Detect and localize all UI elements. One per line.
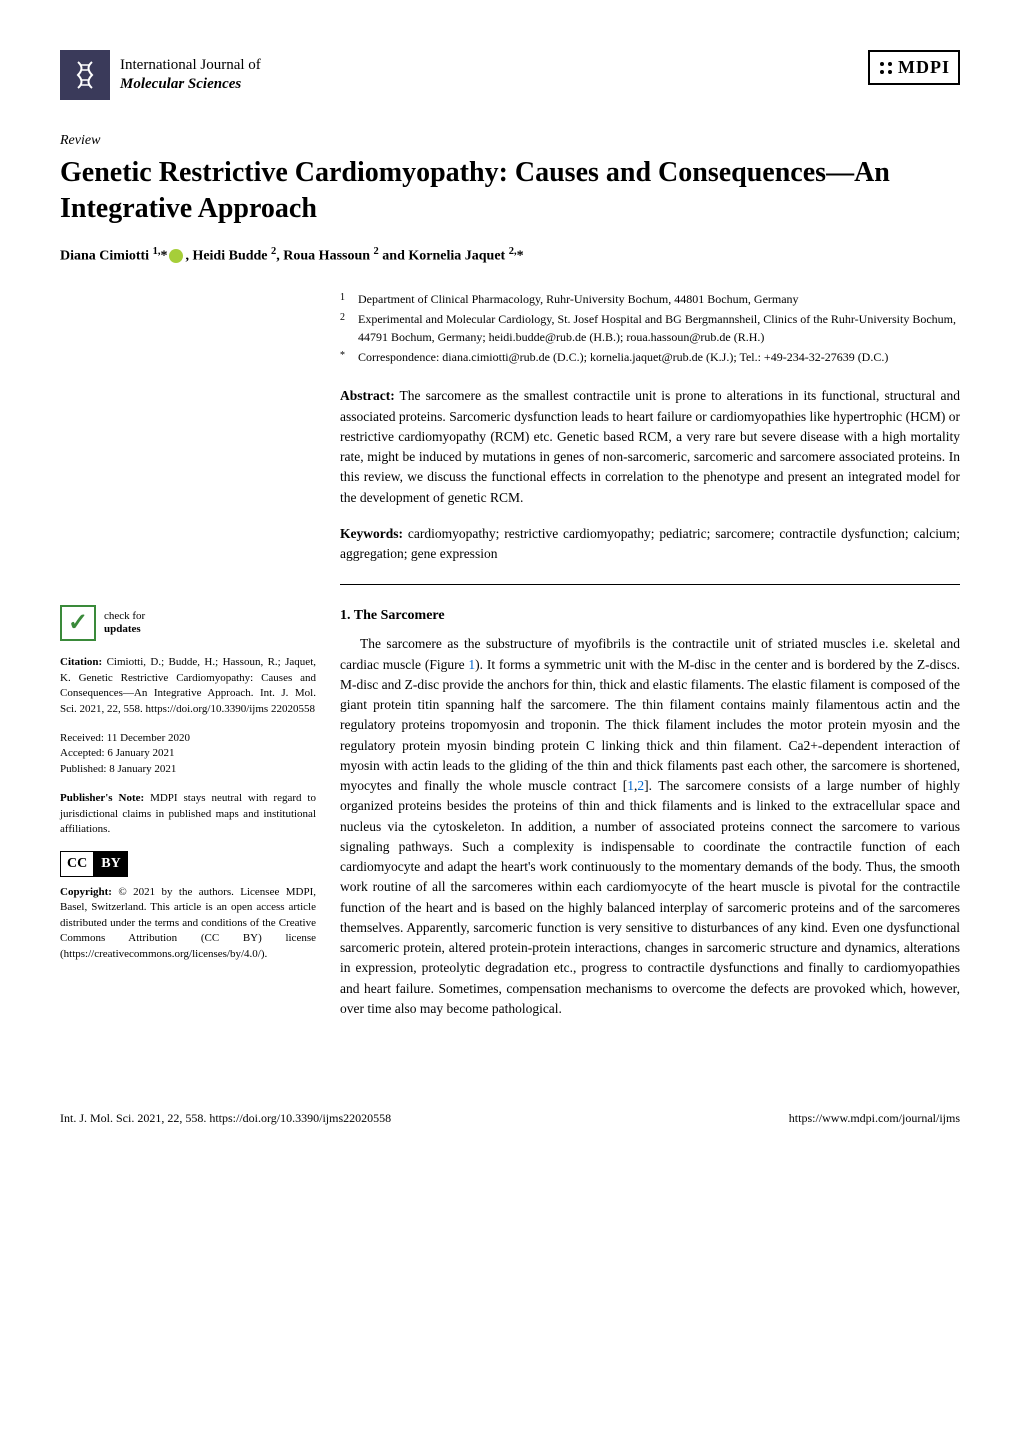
- abstract-text: The sarcomere as the smallest contractil…: [340, 388, 960, 504]
- check-line1: check for: [104, 610, 145, 623]
- abstract: Abstract: The sarcomere as the smallest …: [340, 386, 960, 508]
- published-date: Published: 8 January 2021: [60, 762, 316, 777]
- orcid-icon[interactable]: [169, 249, 183, 263]
- correspondence: * Correspondence: diana.cimiotti@rub.de …: [340, 348, 960, 366]
- check-for-updates[interactable]: ✓ check for updates: [60, 605, 316, 641]
- publisher-logo: MDPI: [868, 50, 960, 85]
- mdpi-icon: [878, 60, 894, 76]
- affil-num-1: 1: [340, 290, 350, 308]
- header: International Journal of Molecular Scien…: [60, 50, 960, 100]
- publishers-note: Publisher's Note: MDPI stays neutral wit…: [60, 791, 316, 837]
- cc-badge[interactable]: CC BY: [60, 851, 316, 877]
- received-date: Received: 11 December 2020: [60, 731, 316, 746]
- journal-name-line1: International Journal of: [120, 56, 261, 76]
- article-title: Genetic Restrictive Cardiomyopathy: Caus…: [60, 155, 960, 228]
- section-body: The sarcomere as the substructure of myo…: [340, 634, 960, 1019]
- copyright-label: Copyright:: [60, 886, 112, 898]
- main-content: 1. The Sarcomere The sarcomere as the su…: [340, 605, 960, 1019]
- dna-icon: [70, 60, 100, 90]
- keywords: Keywords: cardiomyopathy; restrictive ca…: [340, 524, 960, 565]
- pubnote-label: Publisher's Note:: [60, 792, 144, 804]
- journal-icon: [60, 50, 110, 100]
- article-type: Review: [60, 130, 960, 151]
- sidebar: ✓ check for updates Citation: Cimiotti, …: [60, 605, 316, 1019]
- affil-text-2: Experimental and Molecular Cardiology, S…: [358, 310, 960, 346]
- footer: Int. J. Mol. Sci. 2021, 22, 558. https:/…: [60, 1099, 960, 1127]
- citation-label: Citation:: [60, 656, 102, 668]
- affiliation-2: 2 Experimental and Molecular Cardiology,…: [340, 310, 960, 346]
- two-column-layout: ✓ check for updates Citation: Cimiotti, …: [60, 605, 960, 1019]
- affiliation-1: 1 Department of Clinical Pharmacology, R…: [340, 290, 960, 308]
- authors: Diana Cimiotti 1,*, Heidi Budde 2, Roua …: [60, 244, 960, 267]
- footer-left: Int. J. Mol. Sci. 2021, 22, 558. https:/…: [60, 1109, 391, 1127]
- footer-right[interactable]: https://www.mdpi.com/journal/ijms: [789, 1109, 960, 1127]
- section-heading: 1. The Sarcomere: [340, 605, 960, 626]
- dates-block: Received: 11 December 2020 Accepted: 6 J…: [60, 731, 316, 777]
- publisher-logo-text: MDPI: [898, 54, 950, 81]
- journal-name: International Journal of Molecular Scien…: [120, 56, 261, 95]
- cc-label: CC: [60, 851, 94, 877]
- citation-block: Citation: Cimiotti, D.; Budde, H.; Hasso…: [60, 655, 316, 717]
- accepted-date: Accepted: 6 January 2021: [60, 746, 316, 761]
- journal-name-line2: Molecular Sciences: [120, 75, 261, 95]
- journal-branding: International Journal of Molecular Scien…: [60, 50, 261, 100]
- by-label: BY: [94, 851, 127, 877]
- keywords-text: cardiomyopathy; restrictive cardiomyopat…: [340, 526, 960, 561]
- corr-num: *: [340, 348, 350, 366]
- copyright-block: Copyright: © 2021 by the authors. Licens…: [60, 885, 316, 962]
- affiliations: 1 Department of Clinical Pharmacology, R…: [340, 290, 960, 366]
- abstract-label: Abstract:: [340, 388, 395, 403]
- affil-num-2: 2: [340, 310, 350, 346]
- corr-text: Correspondence: diana.cimiotti@rub.de (D…: [358, 348, 888, 366]
- keywords-label: Keywords:: [340, 526, 403, 541]
- check-line2: updates: [104, 623, 145, 636]
- separator: [340, 584, 960, 585]
- check-text: check for updates: [104, 610, 145, 636]
- body-part2: ). It forms a symmetric unit with the M-…: [340, 657, 960, 794]
- check-icon: ✓: [60, 605, 96, 641]
- affil-text-1: Department of Clinical Pharmacology, Ruh…: [358, 290, 799, 308]
- body-part3: ]. The sarcomere consists of a large num…: [340, 778, 960, 1016]
